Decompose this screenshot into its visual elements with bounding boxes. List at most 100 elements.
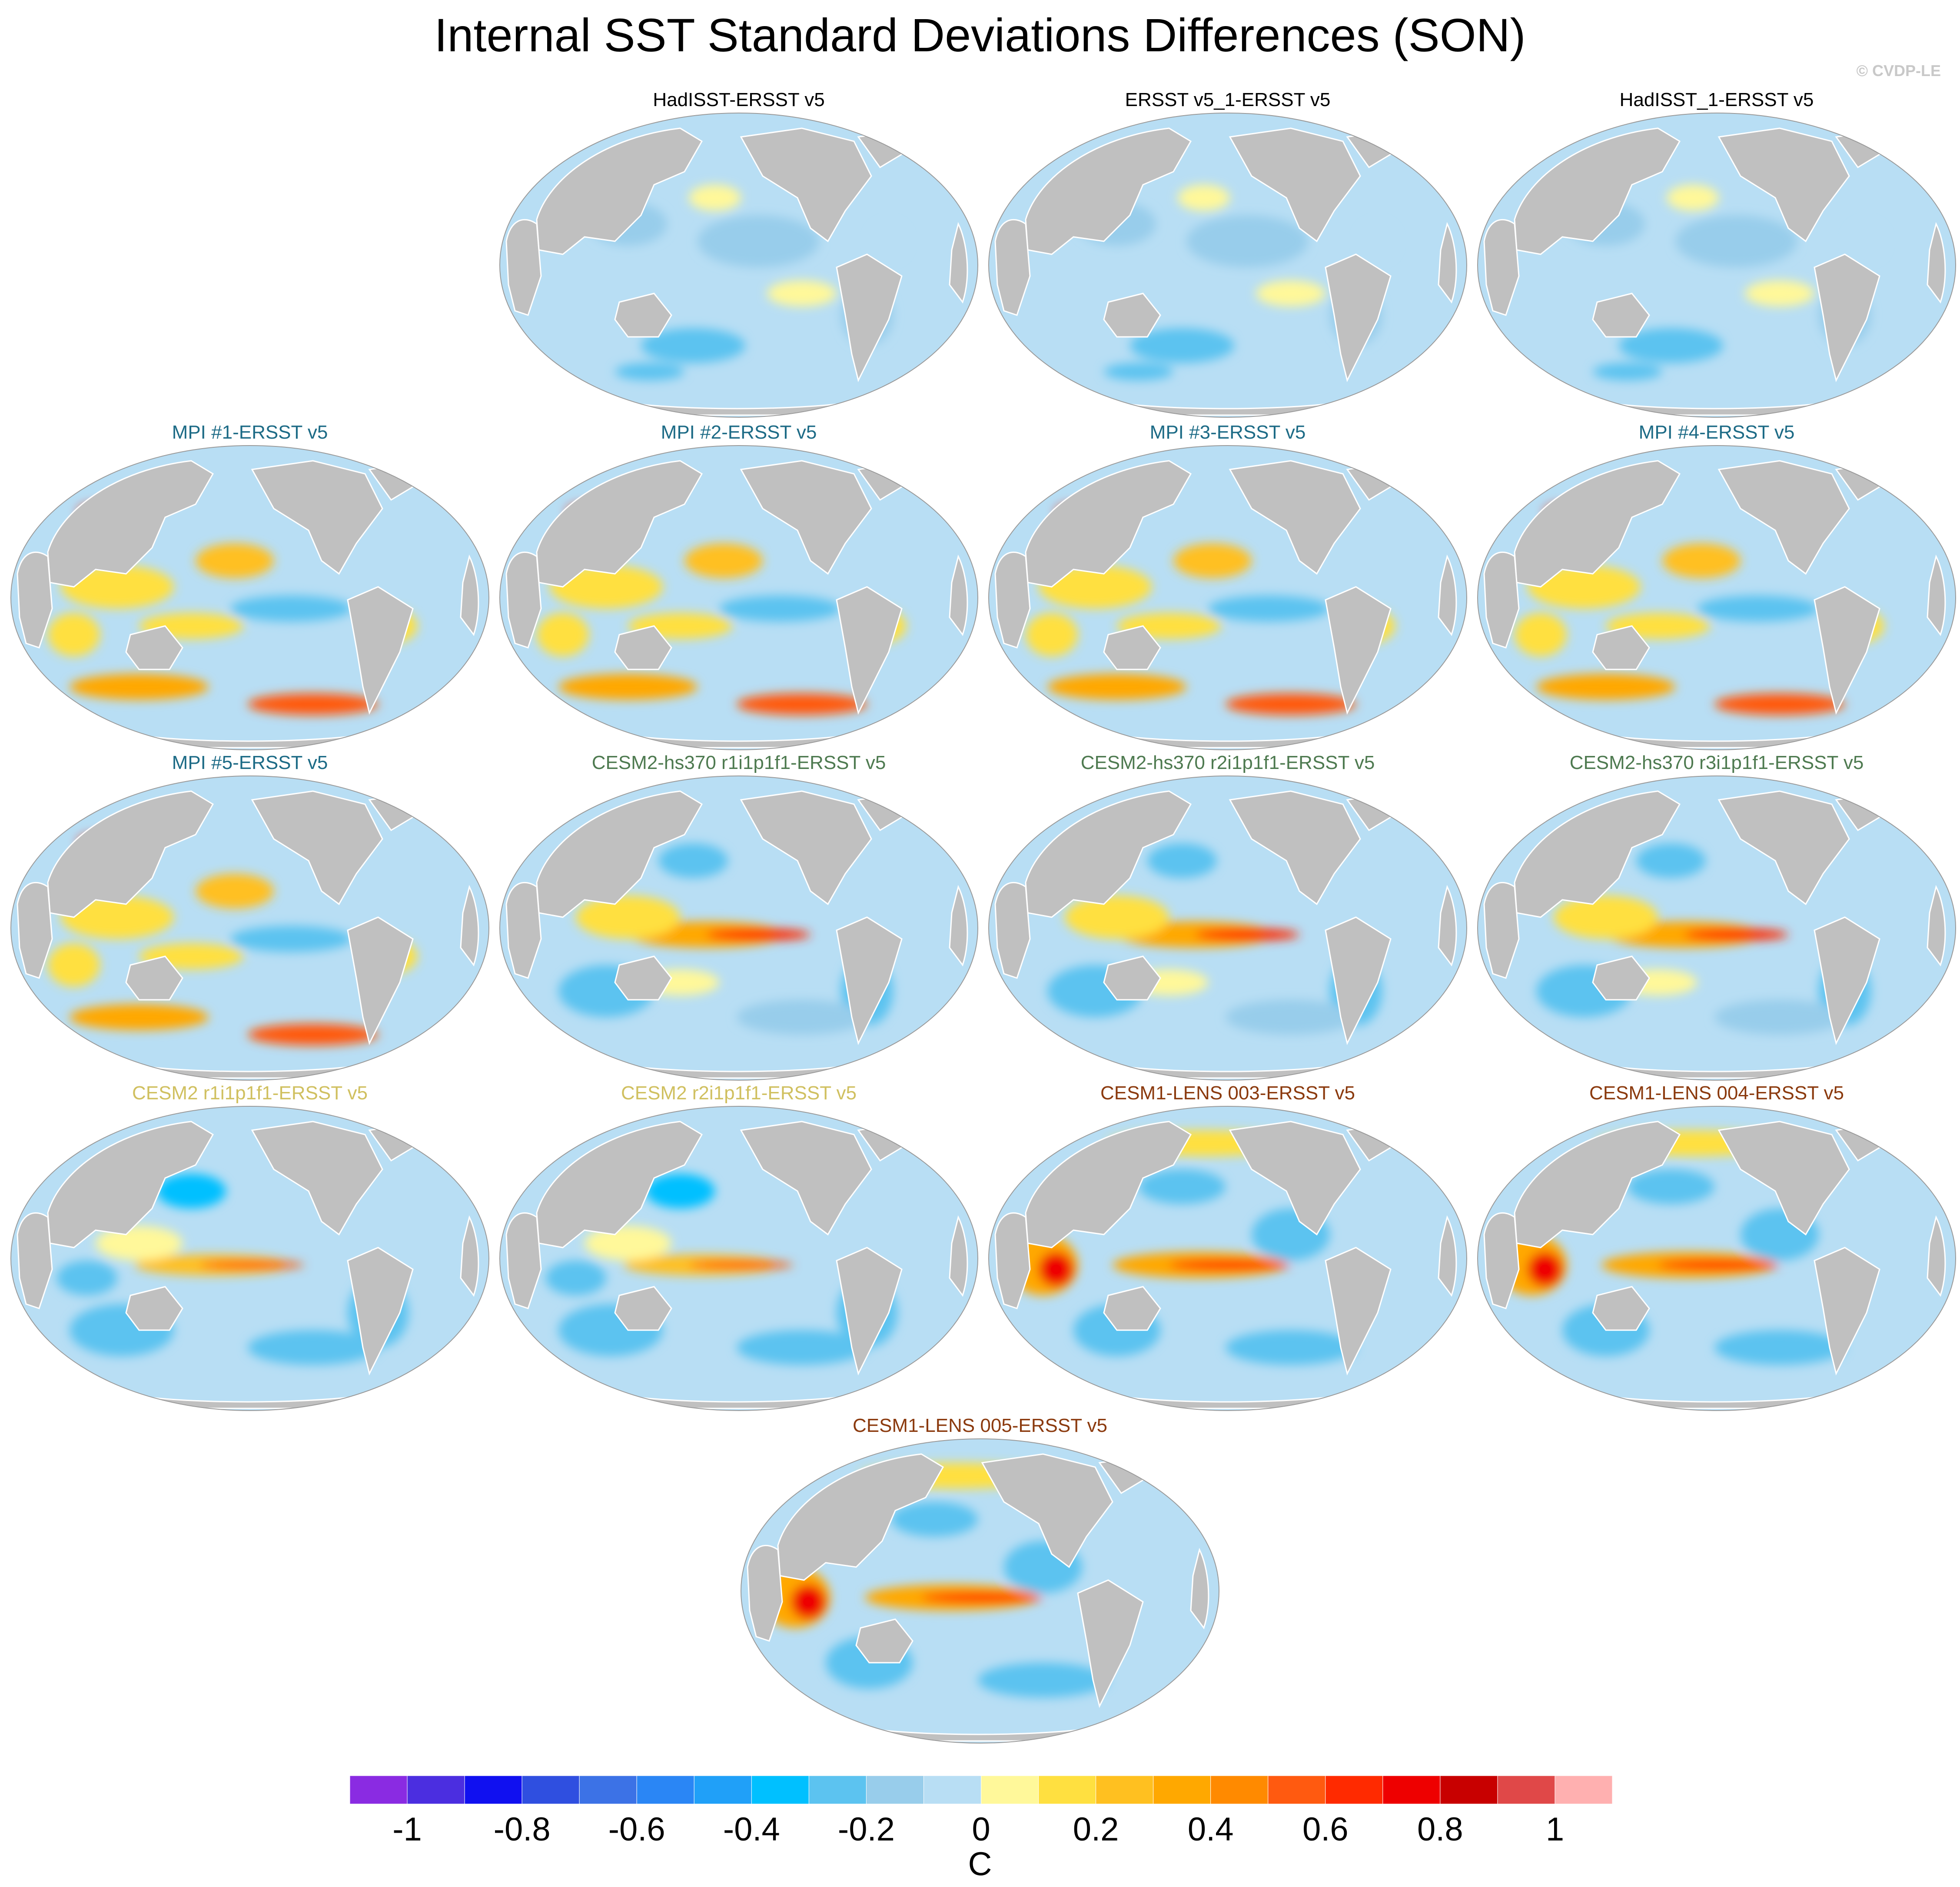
land-mass: [1325, 586, 1392, 715]
world-map: [10, 445, 489, 750]
map-panel: MPI #5-ERSST v5: [9, 752, 491, 1082]
anomaly-region: [1065, 895, 1169, 939]
colorbar-swatch: [1153, 1775, 1211, 1804]
land-mass: [536, 1121, 703, 1248]
world-map: [988, 445, 1467, 750]
land-mass: [949, 554, 968, 636]
colorbar-swatch: [1096, 1775, 1154, 1804]
panel-title: MPI #3-ERSST v5: [1149, 422, 1306, 443]
land-mass: [777, 1453, 944, 1581]
land-mass: [614, 955, 672, 1001]
land-mass: [125, 955, 183, 1001]
land-mass: [460, 554, 479, 636]
land-mass: [1229, 790, 1361, 905]
anomaly-region: [576, 895, 680, 939]
anomaly-region: [1173, 543, 1252, 578]
map-outline: [499, 775, 978, 1081]
map-panel: HadISST-ERSST v5: [498, 89, 980, 419]
anomaly-region: [706, 929, 811, 941]
map-panel: CESM2 r1i1p1f1-ERSST v5: [9, 1082, 491, 1413]
anomaly-region: [689, 185, 741, 211]
colorbar-swatch: [866, 1775, 924, 1804]
land-mass: [740, 460, 872, 575]
land-mass: [949, 222, 968, 304]
map-outline: [1477, 445, 1956, 750]
land-mass: [836, 1247, 903, 1376]
anomaly-region: [70, 1004, 209, 1030]
anomaly-region: [1186, 215, 1308, 267]
land-mass: [1927, 1215, 1946, 1297]
map-panel: CESM2-hs370 r3i1p1f1-ERSST v5: [1475, 752, 1958, 1082]
land-mass: [740, 1121, 872, 1236]
panel-title: CESM1-LENS 004-ERSST v5: [1589, 1082, 1844, 1104]
colorbar-swatch: [923, 1775, 982, 1804]
map-panel: MPI #4-ERSST v5: [1475, 422, 1958, 752]
world-map: [1477, 113, 1956, 418]
land-mass: [17, 552, 53, 649]
colorbar-swatch: [1325, 1775, 1383, 1804]
map-panel: ERSST v5_1-ERSST v5: [987, 89, 1469, 419]
land-mass: [460, 885, 479, 967]
anomaly-region: [1169, 1260, 1291, 1270]
land-mass: [1592, 625, 1650, 670]
land-mass: [740, 790, 872, 905]
anomaly-region: [1130, 328, 1234, 363]
panel-title: MPI #4-ERSST v5: [1638, 422, 1795, 443]
anomaly-region: [737, 1330, 867, 1365]
land-mass: [1814, 253, 1880, 383]
map-panel: MPI #1-ERSST v5: [9, 422, 491, 752]
anomaly-region: [1658, 1260, 1780, 1270]
land-mass: [1190, 1548, 1209, 1630]
land-mass: [347, 916, 414, 1045]
land-mass: [1103, 1286, 1161, 1331]
anomaly-region: [1714, 1000, 1845, 1035]
panel-title: CESM2-hs370 r2i1p1f1-ERSST v5: [1080, 752, 1375, 773]
colorbar-swatch: [1382, 1775, 1441, 1804]
land-mass: [1103, 955, 1161, 1001]
anomaly-region: [200, 1261, 304, 1269]
colorbar-swatch: [579, 1775, 637, 1804]
anomaly-region: [645, 1174, 715, 1208]
anomaly-region: [921, 1592, 1043, 1603]
anomaly-region: [1147, 843, 1217, 878]
panel-title: MPI #2-ERSST v5: [661, 422, 817, 443]
land-mass: [1325, 253, 1392, 383]
land-mass: [1514, 127, 1681, 255]
map-panel: CESM2 r2i1p1f1-ERSST v5: [498, 1082, 980, 1413]
land-mass: [1717, 1121, 1850, 1236]
colorbar-tick-label: 0.4: [1187, 1811, 1234, 1848]
land-mass: [836, 253, 903, 383]
land-mass: [1814, 916, 1880, 1045]
land-mass: [1325, 1247, 1392, 1376]
colorbar-swatch: [1555, 1775, 1613, 1804]
land-mass: [1325, 916, 1392, 1045]
page-title: Internal SST Standard Deviations Differe…: [434, 9, 1526, 61]
land-mass: [614, 625, 672, 670]
land-mass: [836, 916, 903, 1045]
land-mass: [17, 1212, 53, 1309]
anomaly-region: [1104, 363, 1173, 380]
world-map: [1477, 445, 1956, 750]
anomaly-region: [61, 895, 174, 939]
land-mass: [1077, 1579, 1144, 1708]
world-map: [988, 775, 1467, 1081]
map-panel: MPI #2-ERSST v5: [498, 422, 980, 752]
land-mass: [47, 460, 214, 588]
land-mass: [1717, 127, 1850, 243]
anomaly-region: [1226, 1000, 1356, 1035]
world-map: [499, 445, 978, 750]
map-panel: MPI #3-ERSST v5: [987, 422, 1469, 752]
anomaly-region: [1714, 1330, 1845, 1365]
land-mass: [1717, 460, 1850, 575]
land-mass: [1025, 127, 1192, 255]
colorbar-swatch: [464, 1775, 522, 1804]
anomaly-region: [70, 674, 209, 700]
panel-title: MPI #5-ERSST v5: [172, 752, 328, 773]
land-mass: [1514, 790, 1681, 918]
map-outline: [1477, 775, 1956, 1081]
world-map: [988, 1106, 1467, 1411]
anomaly-region: [1745, 280, 1814, 306]
land-mass: [1592, 955, 1650, 1001]
panel-title: CESM2-hs370 r1i1p1f1-ERSST v5: [591, 752, 886, 773]
anomaly-region: [1195, 929, 1299, 941]
